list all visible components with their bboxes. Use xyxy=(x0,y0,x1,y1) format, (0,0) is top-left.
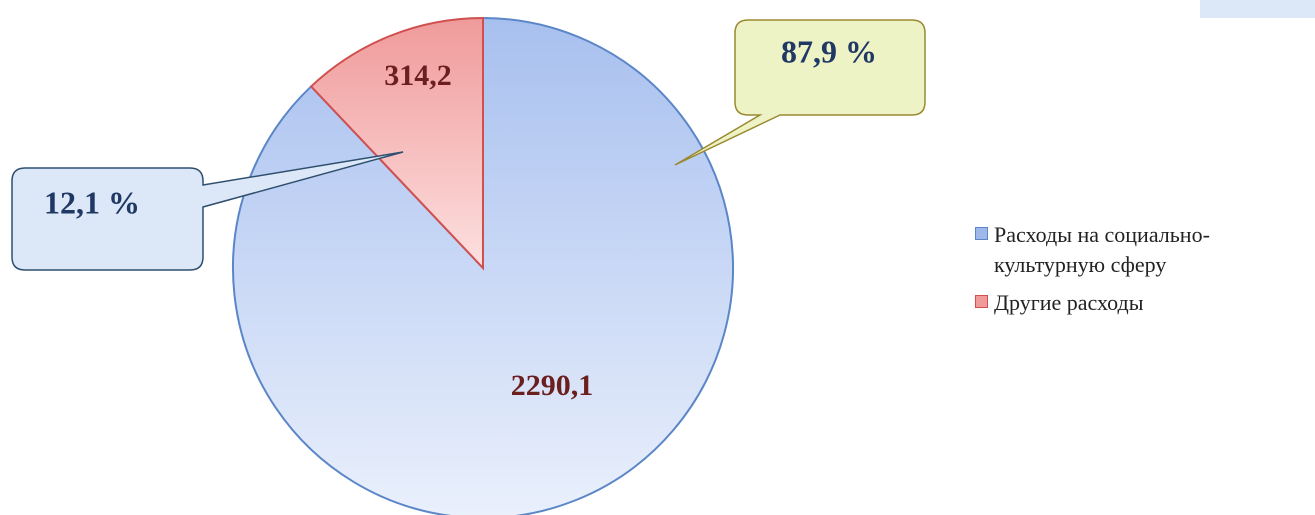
percent-label: 12,1 % xyxy=(44,184,140,220)
value-label: 2290,1 xyxy=(511,369,594,402)
legend: Расходы на социально-культурную сферу Дру… xyxy=(975,220,1244,326)
legend-label: Расходы на социально-культурную сферу xyxy=(994,222,1210,277)
value-label: 314,2 xyxy=(384,59,452,92)
callout xyxy=(11,151,404,271)
legend-label: Другие расходы xyxy=(994,290,1144,315)
percent-label: 87,9 % xyxy=(781,33,877,69)
legend-item: Другие расходы xyxy=(975,288,1244,318)
legend-swatch xyxy=(975,295,988,308)
pie-slice xyxy=(309,16,484,271)
legend-swatch xyxy=(975,227,988,240)
legend-item: Расходы на социально-культурную сферу xyxy=(975,220,1244,280)
cropped-box xyxy=(1200,0,1315,18)
callout xyxy=(674,19,926,166)
